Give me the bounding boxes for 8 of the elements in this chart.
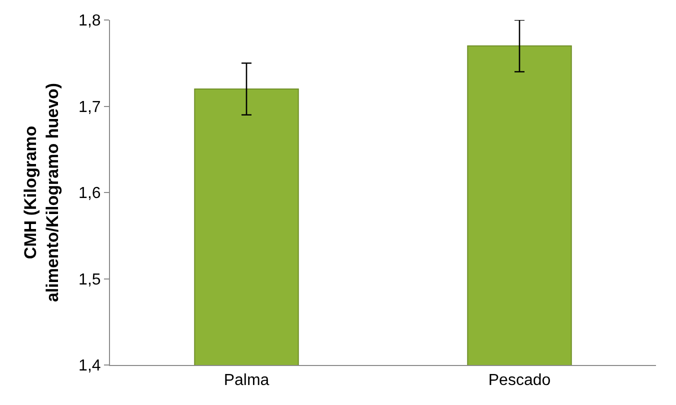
y-axis-title: CMH (Kilogramo alimento/Kilogramo huevo)	[21, 82, 62, 302]
y-tick-label: 1,6	[78, 185, 101, 202]
x-tick-label: Palma	[224, 372, 270, 390]
y-tick-label: 1,4	[78, 358, 101, 375]
y-tick-label: 1,8	[78, 12, 101, 30]
x-tick-label: Pescado	[488, 372, 551, 390]
y-tick-label: 1,7	[78, 98, 101, 116]
y-tick-label: 1,5	[78, 271, 101, 288]
